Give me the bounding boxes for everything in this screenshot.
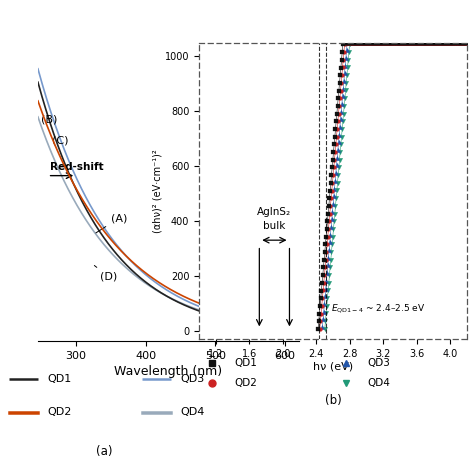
Text: QD3: QD3 [368,357,391,368]
Text: (b): (b) [325,394,341,407]
Text: QD2: QD2 [234,378,257,388]
Text: AgInS₂: AgInS₂ [257,208,292,218]
Text: $E_{\mathrm{QD1-4}}$ ~ 2.4–2.5 eV: $E_{\mathrm{QD1-4}}$ ~ 2.4–2.5 eV [331,302,426,315]
Text: bulk: bulk [263,221,286,231]
Text: QD2: QD2 [47,407,72,418]
Y-axis label: (αhν)² (eV·cm⁻¹)²: (αhν)² (eV·cm⁻¹)² [152,149,162,233]
Text: Red-shift: Red-shift [50,162,104,172]
Text: (D): (D) [94,265,118,282]
Text: (C): (C) [52,136,68,146]
Text: QD1: QD1 [47,374,72,384]
Text: (a): (a) [96,445,112,458]
Text: QD4: QD4 [180,407,204,418]
Text: QD4: QD4 [368,378,391,388]
Text: QD3: QD3 [180,374,204,384]
Text: (B): (B) [41,114,57,124]
Text: QD1: QD1 [234,357,257,368]
X-axis label: Wavelength (nm): Wavelength (nm) [114,365,222,378]
X-axis label: hν (eV): hν (eV) [313,361,353,372]
Text: (A): (A) [96,213,128,233]
